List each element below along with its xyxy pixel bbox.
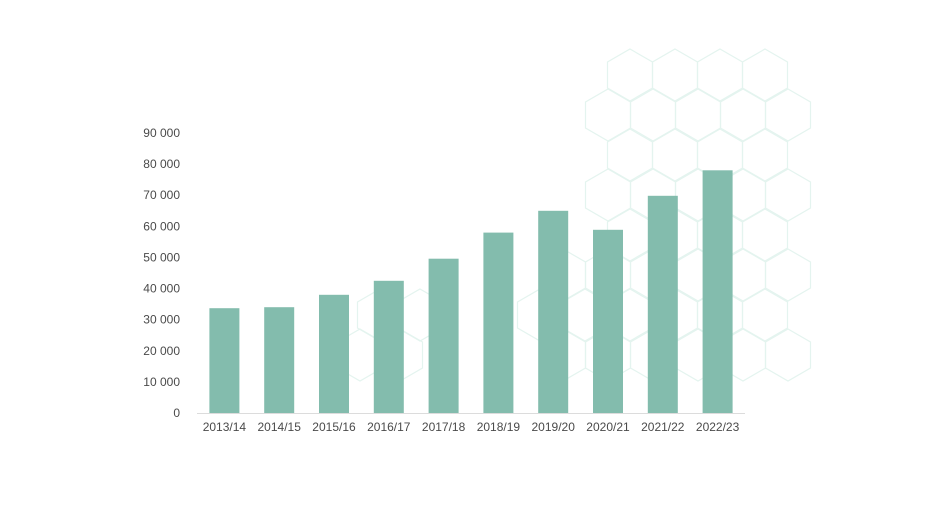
y-tick-label: 60 000 — [143, 219, 180, 233]
bar-2014-15 — [264, 307, 295, 413]
hexagon-shape — [764, 328, 812, 382]
x-tick-label: 2017/18 — [422, 420, 466, 434]
y-tick-label: 10 000 — [143, 375, 180, 389]
bar-2013-14 — [209, 308, 240, 413]
hexagon-shape — [741, 288, 789, 342]
y-tick-label: 70 000 — [143, 188, 180, 202]
x-tick-label: 2016/17 — [367, 420, 411, 434]
y-tick-label: 80 000 — [143, 157, 180, 171]
bar-2016-17 — [373, 280, 404, 413]
bars-group — [209, 170, 733, 413]
hexagon-shape — [741, 48, 789, 102]
bar-2017-18 — [428, 258, 459, 413]
y-axis-tick-labels: 0 10 000 20 000 30 000 40 000 50 000 60 000 70 … — [143, 126, 180, 420]
y-tick-label: 90 000 — [143, 126, 180, 140]
y-tick-label: 20 000 — [143, 344, 180, 358]
bar-2021-22 — [647, 195, 678, 413]
hexagon-shape — [764, 248, 812, 302]
x-tick-label: 2019/20 — [532, 420, 576, 434]
x-tick-label: 2020/21 — [586, 420, 630, 434]
bar-2015-16 — [319, 294, 349, 413]
bar-2019-20 — [538, 210, 569, 413]
bar-2018-19 — [483, 232, 514, 413]
hexagon-shape — [741, 128, 789, 182]
x-tick-label: 2014/15 — [258, 420, 302, 434]
x-tick-label: 2021/22 — [641, 420, 685, 434]
bar-2022-23 — [702, 170, 733, 413]
x-tick-label: 2022/23 — [696, 420, 740, 434]
hexagon-background-pattern — [336, 48, 812, 382]
x-axis-tick-labels: 2013/14 2014/15 2015/16 2016/17 2017/18 2018/… — [203, 420, 740, 434]
y-tick-label: 30 000 — [143, 313, 180, 327]
x-tick-label: 2018/19 — [477, 420, 521, 434]
x-tick-label: 2013/14 — [203, 420, 247, 434]
x-tick-label: 2015/16 — [312, 420, 356, 434]
bar-2020-21 — [593, 229, 623, 413]
y-tick-label: 50 000 — [143, 250, 180, 264]
hexagon-shape — [764, 88, 812, 142]
hexagon-shape — [741, 208, 789, 262]
hexagon-shape — [764, 168, 812, 222]
y-tick-label: 40 000 — [143, 282, 180, 296]
y-tick-label: 0 — [173, 406, 180, 420]
